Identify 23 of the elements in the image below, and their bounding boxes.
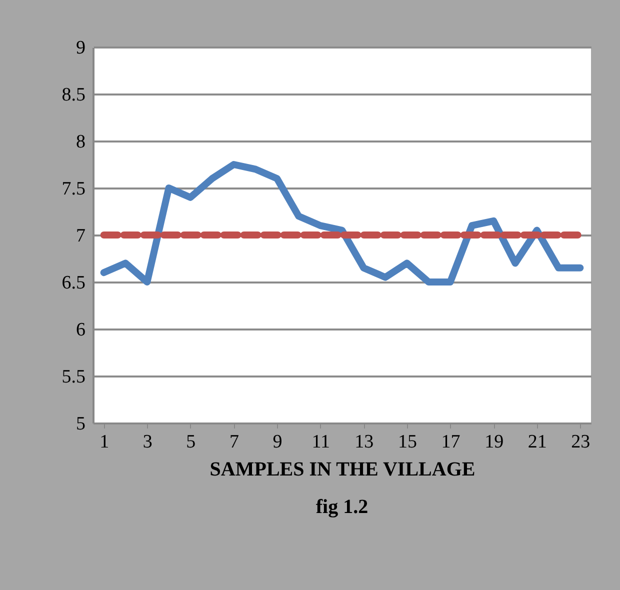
x-tick-label: 19 <box>484 432 504 452</box>
y-tick-label: 5.5 <box>62 366 86 388</box>
y-tick-label: 7 <box>76 226 86 246</box>
x-tick-label: 7 <box>229 432 239 452</box>
x-tick-label: 23 <box>571 432 590 452</box>
x-tick-label: 11 <box>312 432 330 452</box>
y-tick-label: 9 <box>76 38 86 58</box>
y-tick-label: 6 <box>76 320 86 340</box>
x-tick-label: 17 <box>441 432 460 452</box>
y-tick-label: 8 <box>76 132 86 152</box>
x-tick-label: 21 <box>528 432 547 452</box>
x-tick-label: 5 <box>186 432 196 452</box>
y-tick-label: 7.5 <box>62 178 86 200</box>
x-axis-title: SAMPLES IN THE VILLAGE <box>210 458 476 480</box>
x-tick-label: 15 <box>398 432 417 452</box>
x-tick-label: 1 <box>100 432 110 452</box>
y-tick-label: 8.5 <box>62 84 86 106</box>
x-tick-label: 3 <box>142 432 152 452</box>
x-tick-label: 9 <box>272 432 282 452</box>
y-tick-label: 6.5 <box>62 272 86 294</box>
x-tick-label: 13 <box>354 432 374 452</box>
y-tick-label: 5 <box>76 414 86 434</box>
caption: fig 1.2 <box>316 496 368 518</box>
